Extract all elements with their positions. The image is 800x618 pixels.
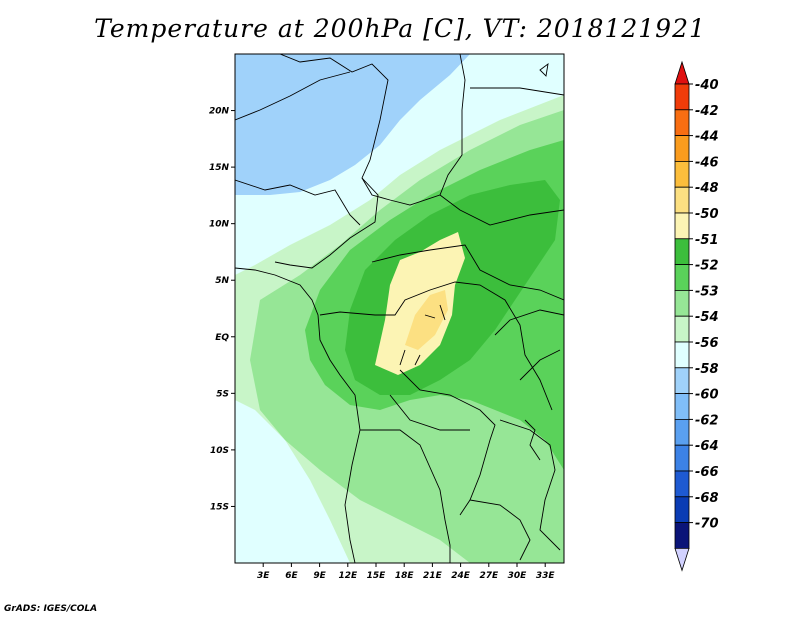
- y-tick-label: 15S: [210, 502, 229, 512]
- colorbar-box: [674, 109, 690, 137]
- colorbar-label: -53: [695, 284, 719, 299]
- colorbar-box: [674, 186, 690, 214]
- borders: [235, 54, 564, 563]
- colorbar-box: [674, 470, 690, 498]
- colorbar-label: -44: [695, 130, 719, 145]
- colorbar-label: -64: [695, 439, 719, 454]
- band-50-51: [375, 232, 465, 375]
- colorbar-box: [674, 418, 690, 446]
- colorbar-label: -66: [695, 465, 719, 480]
- y-tick-label: 10S: [210, 446, 229, 456]
- colorbar-label: -60: [695, 388, 719, 403]
- colorbar-label: -58: [695, 362, 719, 377]
- y-tick-label: 5S: [216, 389, 229, 399]
- colorbar-box: [674, 238, 690, 266]
- y-tick-label: 5N: [215, 276, 229, 286]
- x-tick-label: 30E: [508, 571, 528, 581]
- colorbar: -40 -42 -44 -46 -48 -50 -51 -52 -53 -54 -56 -58 -60 -…: [674, 60, 719, 572]
- colorbar-box: [674, 83, 690, 111]
- band-56-58-south: [235, 400, 350, 563]
- colorbar-box: [674, 341, 690, 369]
- colorbar-top-arrow: [674, 60, 690, 85]
- x-tick-label: 24E: [451, 571, 471, 581]
- x-tick-label: 12E: [338, 571, 358, 581]
- colorbar-box: [674, 264, 690, 291]
- colorbar-label: -54: [695, 310, 719, 325]
- band-58-60: [235, 54, 470, 195]
- colorbar-label: -70: [695, 517, 719, 532]
- x-tick-label: 27E: [479, 571, 499, 581]
- x-tick-label: 15E: [367, 571, 387, 581]
- x-tick-label: 3E: [257, 571, 270, 581]
- x-tick-label: 33E: [536, 571, 556, 581]
- colorbar-box: [674, 135, 690, 162]
- y-tick-label: 15N: [209, 163, 230, 173]
- colorbar-box: [674, 315, 690, 343]
- y-tick-label: 10N: [209, 220, 230, 230]
- colorbar-box: [674, 367, 690, 394]
- colorbar-box: [674, 496, 690, 523]
- colorbar-label: -56: [695, 336, 719, 351]
- x-tick-label: 21E: [423, 571, 443, 581]
- grads-credit: GrADS: IGES/COLA: [4, 604, 98, 614]
- colorbar-label: -51: [695, 233, 719, 248]
- x-tick-label: 18E: [395, 571, 415, 581]
- colorbar-bottom-arrow: [674, 548, 690, 572]
- chart-title: Temperature at 200hPa [C], VT: 201812192…: [94, 14, 706, 43]
- colorbar-label: -52: [695, 259, 719, 274]
- band-50-51-core: [405, 290, 448, 350]
- colorbar-label: -62: [695, 413, 719, 428]
- colorbar-label: -68: [695, 491, 719, 506]
- colorbar-box: [674, 444, 690, 472]
- colorbar-label: -42: [695, 104, 719, 119]
- colorbar-box: [674, 160, 690, 188]
- colorbar-box: [674, 289, 690, 317]
- axis-ticks: 3E 6E 9E 12E 15E 18E 21E 24E 27E 30E 33E 20N 15N 10N 5…: [209, 107, 555, 581]
- x-tick-label: 6E: [285, 571, 298, 581]
- colorbar-label: -48: [695, 181, 719, 196]
- map-frame: [234, 53, 565, 564]
- y-tick-label: 20N: [209, 107, 230, 117]
- colorbar-box: [674, 393, 690, 420]
- y-tick-label: EQ: [215, 333, 229, 343]
- colorbar-box: [674, 522, 690, 549]
- colorbar-label: -50: [695, 207, 719, 222]
- colorbar-label: -46: [695, 155, 719, 170]
- x-tick-label: 9E: [313, 571, 326, 581]
- colorbar-label: -40: [695, 78, 719, 93]
- colorbar-box: [674, 212, 690, 240]
